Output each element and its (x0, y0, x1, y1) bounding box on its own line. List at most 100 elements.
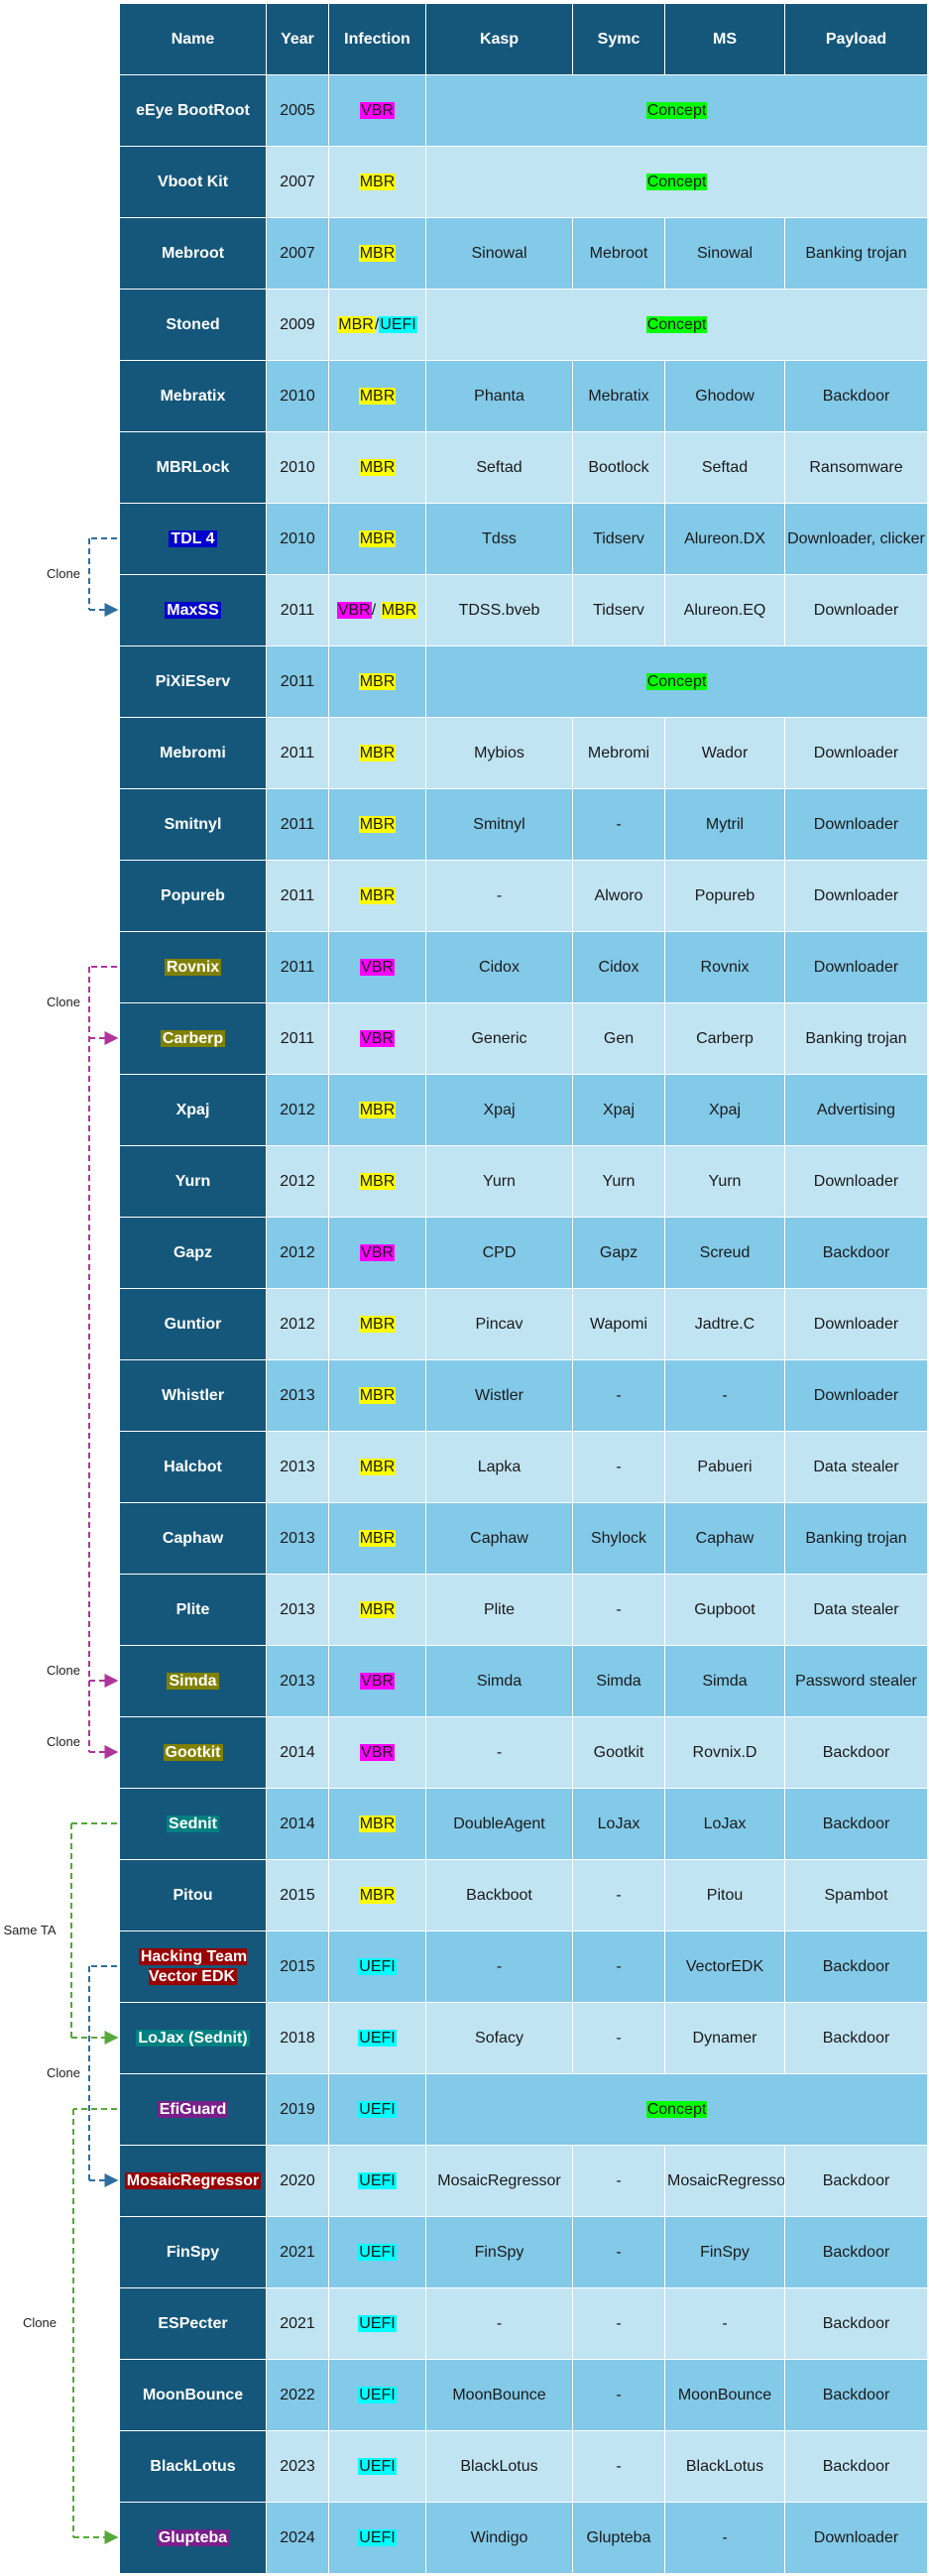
symc-cell: - (572, 2145, 665, 2217)
infection-cell: VBR/ MBR (328, 574, 426, 646)
kasp-cell: DoubleAgent (425, 1788, 573, 1860)
malware-name-cell: Popureb (119, 860, 267, 932)
malware-name-cell: Plite (119, 1574, 267, 1646)
malware-name-cell: MaxSS (119, 574, 267, 646)
infection-cell: MBR (328, 1145, 426, 1218)
symc-cell: - (572, 2002, 665, 2074)
kasp-cell: Smitnyl (425, 788, 573, 861)
concept-cell: Concept (425, 289, 928, 361)
infection-badge-mbr: MBR (358, 815, 397, 833)
year-cell: 2011 (266, 574, 329, 646)
concept-cell: Concept (425, 74, 928, 147)
year-cell: 2011 (266, 931, 329, 1003)
table-row: Gootkit 2014 VBR - Gootkit Rovnix.D Backdoor (119, 1716, 928, 1789)
payload-cell: Downloader (784, 574, 928, 646)
concept-badge: Concept (645, 101, 708, 119)
table-row: Carberp 2011 VBR Generic Gen Carberp Banking t… (119, 1002, 928, 1075)
infection-badge-vbr: VBR (360, 1743, 395, 1761)
table-body: eEye BootRoot 2005 VBR Concept Vboot Kit 2007… (119, 74, 928, 2574)
malware-name-cell: Mebroot (119, 217, 267, 290)
ms-cell: Popureb (664, 860, 785, 932)
payload-cell: Backdoor (784, 1716, 928, 1789)
symc-cell: Mebromi (572, 717, 665, 789)
malware-name-cell: eEye BootRoot (119, 74, 267, 147)
malware-name-cell: Gapz (119, 1217, 267, 1289)
year-cell: 2021 (266, 2287, 329, 2360)
kasp-cell: CPD (425, 1217, 573, 1289)
kasp-cell: Seftad (425, 431, 573, 504)
infection-badge-mbr: MBR (358, 1600, 397, 1618)
table-row: MosaicRegressor 2020 UEFI MosaicRegressor - M… (119, 2145, 928, 2217)
infection-badge-vbr: VBR (360, 958, 395, 976)
kasp-cell: Sinowal (425, 217, 573, 290)
ms-cell: Screud (664, 1217, 785, 1289)
col-header-infection: Infection (328, 3, 426, 75)
kasp-cell: TDSS.bveb (425, 574, 573, 646)
table-row: Mebratix 2010 MBR Phanta Mebratix Ghodow Backd… (119, 360, 928, 432)
payload-cell: Downloader (784, 788, 928, 861)
infection-cell: MBR (328, 860, 426, 932)
malware-name: Gootkit (163, 1743, 223, 1761)
kasp-cell: Generic (425, 1002, 573, 1075)
relation-label: Clone (47, 1734, 80, 1749)
year-cell: 2011 (266, 788, 329, 861)
infection-cell: VBR (328, 1716, 426, 1789)
payload-cell: Advertising (784, 1074, 928, 1146)
infection-cell: MBR (328, 503, 426, 575)
infection-badge-uefi: UEFI (358, 2171, 397, 2189)
payload-cell: Password stealer (784, 1645, 928, 1717)
payload-cell: Backdoor (784, 2145, 928, 2217)
year-cell: 2015 (266, 1931, 329, 2003)
kasp-cell: Mybios (425, 717, 573, 789)
malware-name-cell: PiXiEServ (119, 645, 267, 718)
kasp-cell: Yurn (425, 1145, 573, 1218)
infection-cell: UEFI (328, 2145, 426, 2217)
symc-cell: Xpaj (572, 1074, 665, 1146)
payload-cell: Downloader (784, 1359, 928, 1432)
table-row: Hacking Team Vector EDK 2015 UEFI - - VectorE… (119, 1931, 928, 2003)
kasp-cell: Wistler (425, 1359, 573, 1432)
year-cell: 2012 (266, 1074, 329, 1146)
payload-cell: Banking trojan (784, 1002, 928, 1075)
year-cell: 2007 (266, 146, 329, 218)
infection-cell: MBR (328, 1288, 426, 1360)
infection-cell: VBR (328, 931, 426, 1003)
infection-cell: MBR (328, 788, 426, 861)
symc-cell: Gootkit (572, 1716, 665, 1789)
infection-badge-mbr: MBR (337, 315, 375, 333)
infection-badge-uefi: UEFI (358, 2528, 397, 2546)
year-cell: 2013 (266, 1431, 329, 1503)
kasp-cell: - (425, 1931, 573, 2003)
malware-name: MaxSS (165, 601, 221, 619)
table-row: Glupteba 2024 UEFI Windigo Glupteba - Download… (119, 2502, 928, 2574)
infection-badge-mbr: MBR (358, 1386, 397, 1404)
year-cell: 2010 (266, 431, 329, 504)
infection-cell: MBR (328, 1574, 426, 1646)
malware-name-cell: Xpaj (119, 1074, 267, 1146)
malware-name-cell: MosaicRegressor (119, 2145, 267, 2217)
year-cell: 2019 (266, 2073, 329, 2146)
table-row: Plite 2013 MBR Plite - Gupboot Data stealer (119, 1574, 928, 1646)
kasp-cell: Phanta (425, 360, 573, 432)
infection-badge-mbr: MBR (358, 458, 397, 476)
infection-cell: MBR (328, 1788, 426, 1860)
symc-cell: - (572, 2430, 665, 2503)
infection-cell: MBR (328, 645, 426, 718)
payload-cell: Downloader (784, 1145, 928, 1218)
infection-cell: UEFI (328, 2502, 426, 2574)
malware-name-cell: MBRLock (119, 431, 267, 504)
relation-label: Clone (23, 2315, 57, 2330)
year-cell: 2013 (266, 1574, 329, 1646)
table-row: Pitou 2015 MBR Backboot - Pitou Spambot (119, 1859, 928, 1932)
infection-badge-mbr: MBR (358, 173, 397, 190)
infection-badge-vbr: VBR (360, 101, 395, 119)
payload-cell: Data stealer (784, 1431, 928, 1503)
symc-cell: - (572, 2216, 665, 2288)
table-row: Sednit 2014 MBR DoubleAgent LoJax LoJax Backdo… (119, 1788, 928, 1860)
ms-cell: Wador (664, 717, 785, 789)
table-row: Mebroot 2007 MBR Sinowal Mebroot Sinowal Banki… (119, 217, 928, 290)
year-cell: 2009 (266, 289, 329, 361)
relation-label: Same TA (4, 1923, 57, 1937)
kasp-cell: Sofacy (425, 2002, 573, 2074)
infection-cell: VBR (328, 1217, 426, 1289)
